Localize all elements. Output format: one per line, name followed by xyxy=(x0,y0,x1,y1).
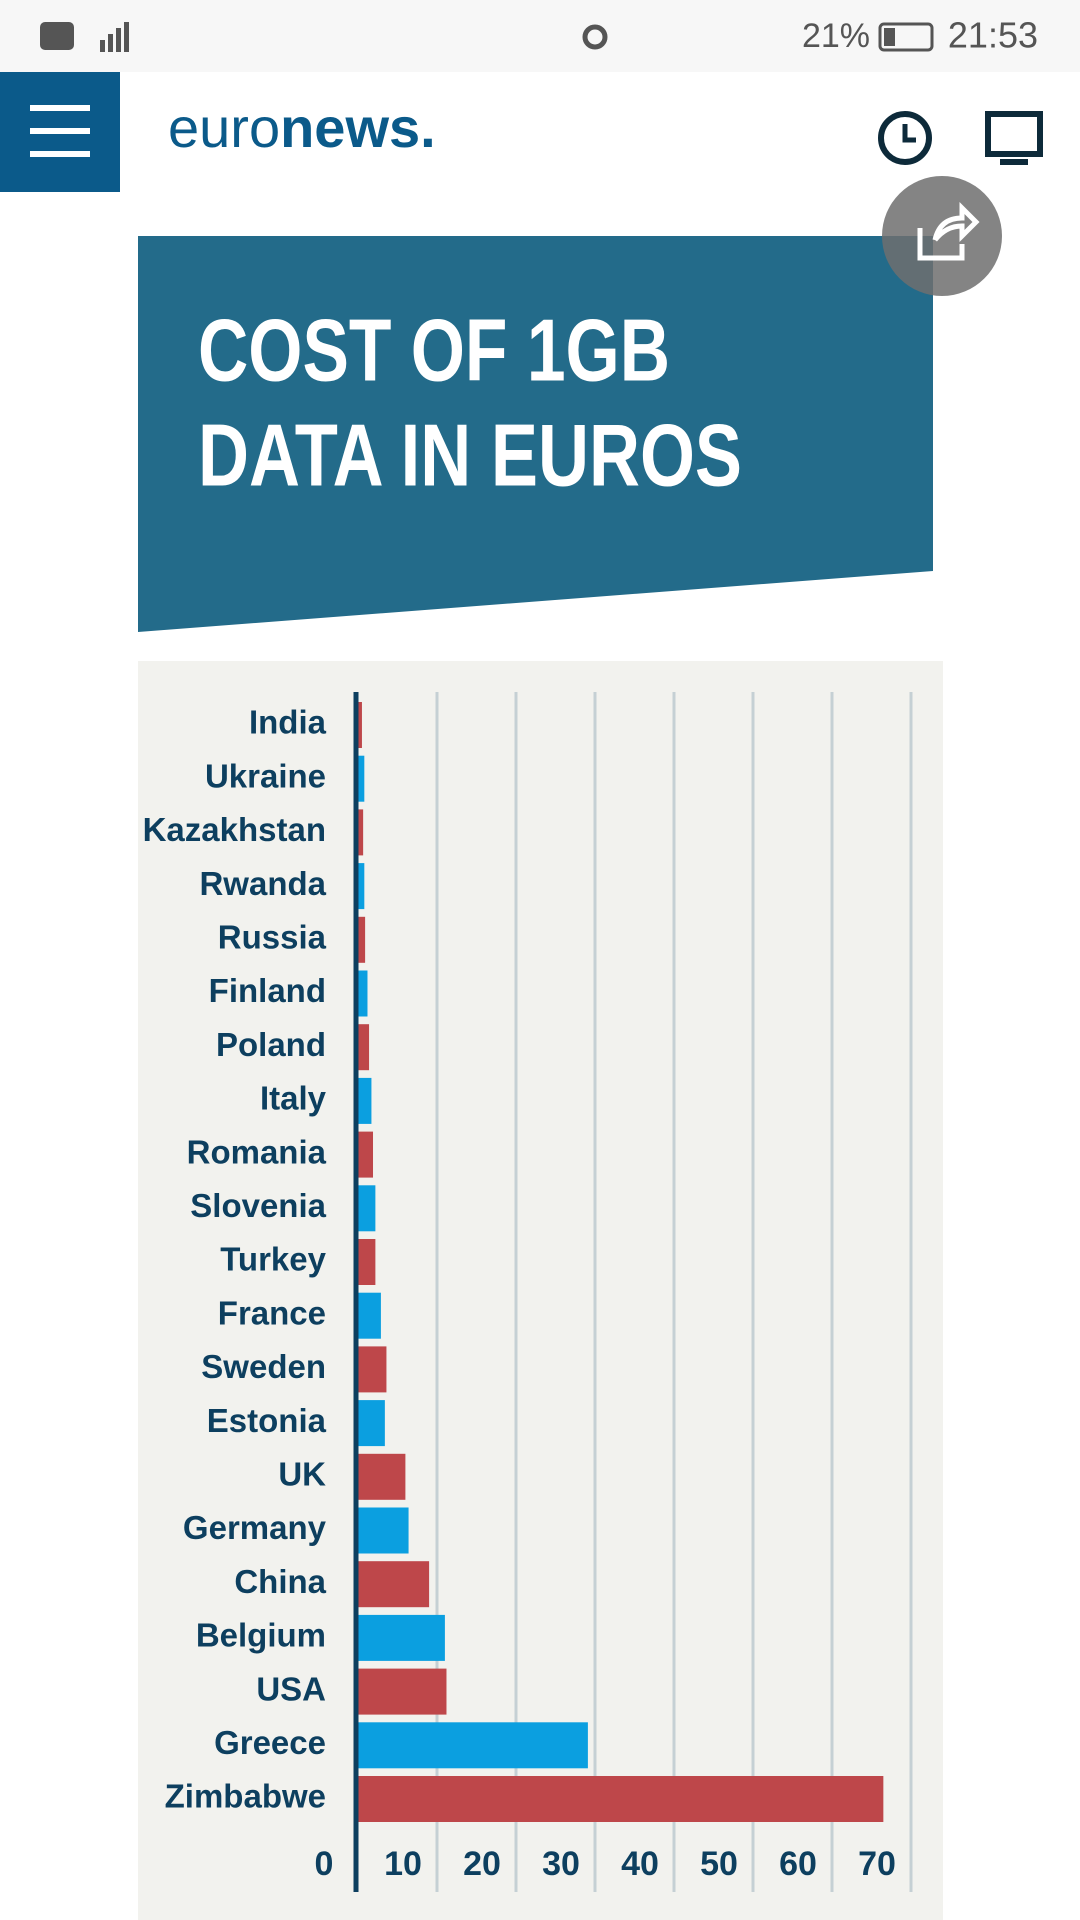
y-tick-label: Russia xyxy=(218,919,327,956)
history-button[interactable] xyxy=(878,111,932,165)
y-tick-label: France xyxy=(218,1294,326,1331)
y-tick-label: Greece xyxy=(214,1724,326,1761)
signal-icon xyxy=(100,22,129,52)
bar xyxy=(358,1077,372,1124)
bar xyxy=(358,1239,376,1285)
app-header xyxy=(0,72,1080,192)
bar xyxy=(358,1400,385,1447)
battery-level xyxy=(884,28,895,46)
bar xyxy=(358,1668,447,1715)
bar xyxy=(358,970,368,1017)
bar xyxy=(358,755,365,802)
y-tick-label: China xyxy=(234,1563,326,1600)
bar xyxy=(358,863,365,910)
chart-title: DATA IN EUROS xyxy=(198,405,742,504)
y-tick-label: Ukraine xyxy=(205,757,326,794)
bar xyxy=(358,1346,387,1393)
bar xyxy=(358,702,362,748)
y-tick-label: Sweden xyxy=(201,1348,326,1385)
x-tick-label: 60 xyxy=(779,1845,817,1883)
y-tick-label: Estonia xyxy=(207,1402,327,1439)
y-tick-label: Poland xyxy=(216,1026,326,1063)
title-banner xyxy=(138,236,933,632)
battery-text: 21% xyxy=(802,17,870,55)
status-bar xyxy=(0,0,1080,72)
y-tick-label: Rwanda xyxy=(199,865,326,902)
bar xyxy=(358,1614,445,1661)
y-tick-label: Finland xyxy=(209,972,326,1009)
y-tick-label: Turkey xyxy=(220,1241,326,1278)
chart-title: COST OF 1GB xyxy=(198,300,670,399)
bar xyxy=(358,1561,430,1608)
y-tick-label: Slovenia xyxy=(190,1187,326,1224)
bar xyxy=(358,1776,884,1822)
y-tick-label: Italy xyxy=(260,1080,327,1117)
key-icon xyxy=(582,24,608,50)
y-tick-label: Belgium xyxy=(196,1617,326,1654)
x-tick-label: 0 xyxy=(315,1845,334,1883)
x-tick-label: 50 xyxy=(700,1845,738,1883)
y-tick-label: Zimbabwe xyxy=(165,1778,326,1815)
bar xyxy=(358,1024,370,1071)
menu-icon xyxy=(30,105,90,157)
bar xyxy=(358,1722,588,1769)
bar xyxy=(358,1292,381,1339)
x-tick-label: 70 xyxy=(858,1845,896,1883)
chart: 0 10 20 30 40 50 60 70 India Ukraine Kazakhstan Rwa… xyxy=(143,692,913,1892)
bar xyxy=(358,1131,374,1178)
y-tick-label: Kazakhstan xyxy=(143,811,326,848)
bar xyxy=(358,1185,376,1232)
x-tick-label: 30 xyxy=(542,1845,580,1883)
y-tick-label: USA xyxy=(256,1670,326,1707)
battery-icon xyxy=(878,22,934,52)
live-tv-button[interactable] xyxy=(985,111,1043,157)
logo-bold: news. xyxy=(280,96,436,159)
y-tick-label: Romania xyxy=(187,1133,327,1170)
logo-light: euro xyxy=(168,96,280,159)
y-tick-label: India xyxy=(249,704,327,741)
chart-panel xyxy=(138,661,943,1920)
bar xyxy=(358,809,364,856)
x-tick-label: 10 xyxy=(384,1845,422,1883)
history-hands xyxy=(902,124,916,143)
y-tick-label: Germany xyxy=(183,1509,327,1546)
hd-icon xyxy=(40,22,74,50)
bar xyxy=(358,916,366,963)
bar xyxy=(358,1453,406,1500)
y-tick-label: UK xyxy=(278,1456,326,1493)
share-icon xyxy=(917,201,980,261)
logo[interactable]: euronews. xyxy=(168,96,436,159)
bar xyxy=(358,1507,409,1554)
x-tick-label: 20 xyxy=(463,1845,501,1883)
clock: 21:53 xyxy=(948,15,1038,56)
x-tick-label: 40 xyxy=(621,1845,659,1883)
